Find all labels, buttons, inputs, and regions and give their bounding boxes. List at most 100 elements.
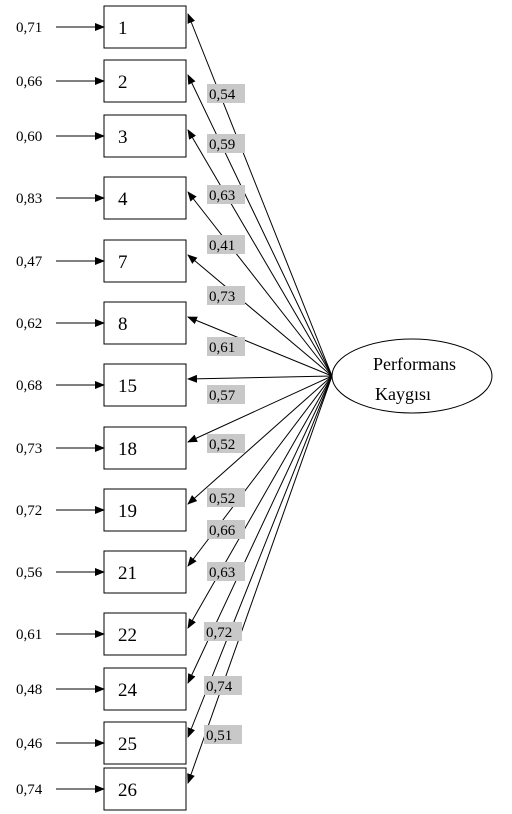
error-value: 0,61	[16, 627, 42, 643]
latent-ellipse	[331, 338, 493, 414]
loading-label-4: 0,41	[207, 235, 245, 254]
loading-bg	[207, 488, 245, 507]
error-value: 0,74	[16, 782, 43, 798]
loading-value: 0,51	[206, 728, 232, 744]
loading-value: 0,66	[209, 523, 236, 539]
indicator-box	[103, 667, 187, 711]
loading-value: 0,63	[209, 565, 235, 581]
loading-label-26: 0,51	[204, 725, 242, 744]
loading-bg	[207, 562, 245, 581]
indicator-label: 24	[118, 680, 138, 701]
loading-value: 0,73	[209, 289, 235, 305]
indicator-item-22: 22	[103, 612, 187, 656]
indicator-item-1: 1	[103, 5, 187, 49]
loading-label-15: 0,57	[207, 385, 245, 404]
loading-label-1: 0,54	[207, 84, 245, 103]
loading-path	[187, 254, 333, 377]
loading-label-2: 0,59	[207, 134, 245, 153]
indicator-item-8: 8	[103, 301, 187, 345]
loading-bg	[207, 185, 245, 204]
loading-label-24: 0,72	[204, 622, 242, 641]
indicator-box	[103, 114, 187, 158]
indicator-item-2: 2	[103, 59, 187, 103]
loading-label-3: 0,63	[207, 185, 245, 204]
loading-bg	[207, 235, 245, 254]
loading-bg	[207, 520, 245, 539]
loading-bg	[207, 337, 245, 356]
error-value: 0,71	[16, 20, 42, 36]
loading-path	[187, 375, 333, 784]
indicator-label: 15	[118, 376, 137, 397]
loading-value: 0,63	[209, 188, 235, 204]
indicator-label: 8	[118, 314, 128, 335]
indicator-label: 22	[118, 625, 137, 646]
indicator-item-4: 4	[103, 176, 187, 220]
loading-label-19: 0,52	[207, 488, 245, 507]
loading-label-25: 0,74	[204, 676, 242, 695]
error-value: 0,73	[16, 441, 42, 457]
latent-factor: Performans Kaygısı	[331, 338, 493, 414]
loading-bg	[207, 434, 245, 453]
loading-label-7: 0,73	[207, 286, 245, 305]
loading-path	[187, 375, 333, 443]
loading-bg	[207, 385, 245, 404]
loading-value: 0,52	[209, 437, 235, 453]
loading-value: 0,52	[209, 491, 235, 507]
loading-bg	[207, 134, 245, 153]
indicator-label: 19	[118, 501, 137, 522]
indicator-item-21: 21	[103, 550, 187, 594]
loading-path	[187, 374, 333, 383]
indicator-box	[103, 612, 187, 656]
indicator-label: 2	[118, 72, 128, 93]
indicator-item-24: 24	[103, 667, 187, 711]
indicator-label: 7	[118, 252, 128, 273]
indicator-label: 1	[118, 18, 128, 39]
error-value: 0,48	[16, 682, 42, 698]
indicator-label: 4	[118, 189, 128, 210]
indicator-box	[103, 239, 187, 283]
indicator-box	[103, 488, 187, 532]
indicator-item-26: 26	[103, 767, 187, 811]
indicator-box	[103, 767, 187, 811]
loading-value: 0,54	[209, 87, 236, 103]
latent-label-line1: Performans	[373, 354, 456, 374]
indicator-item-15: 15	[103, 363, 187, 407]
loading-value: 0,72	[206, 625, 232, 641]
error-value: 0,62	[16, 316, 42, 332]
indicator-item-18: 18	[103, 426, 187, 470]
latent-label-line2: Kaygısı	[375, 384, 431, 404]
loading-path	[187, 13, 333, 377]
loading-path	[187, 74, 333, 377]
indicator-item-25: 25	[103, 721, 187, 765]
indicator-box	[103, 301, 187, 345]
error-value: 0,66	[16, 74, 43, 90]
loading-label-21: 0,66	[207, 520, 245, 539]
loading-label-18: 0,52	[207, 434, 245, 453]
loading-value: 0,74	[206, 679, 233, 695]
loading-bg	[204, 622, 242, 641]
error-value: 0,68	[16, 378, 42, 394]
indicator-label: 3	[118, 127, 128, 148]
loading-label-8: 0,61	[207, 337, 245, 356]
error-value: 0,47	[16, 254, 43, 270]
loading-bg	[207, 84, 245, 103]
indicator-boxes: 1 2 3 4 7 8 15 18 19 21 22 24 25 26	[103, 5, 187, 811]
loading-labels: 0,54 0,59 0,63 0,41 0,73 0,61 0,57 0,52 0,52 0,66…	[204, 84, 245, 744]
error-value: 0,83	[16, 191, 42, 207]
indicator-label: 26	[118, 780, 137, 801]
indicator-item-19: 19	[103, 488, 187, 532]
error-value: 0,56	[16, 565, 43, 581]
indicator-label: 18	[118, 439, 137, 460]
indicator-box	[103, 176, 187, 220]
indicator-item-3: 3	[103, 114, 187, 158]
indicator-box	[103, 721, 187, 765]
loading-path	[187, 316, 333, 377]
loading-path	[187, 191, 333, 377]
loading-value: 0,57	[209, 388, 236, 404]
indicator-box	[103, 550, 187, 594]
indicator-item-7: 7	[103, 239, 187, 283]
indicator-box	[103, 363, 187, 407]
loading-path	[187, 375, 333, 629]
error-value: 0,46	[16, 736, 43, 752]
indicator-box	[103, 5, 187, 49]
